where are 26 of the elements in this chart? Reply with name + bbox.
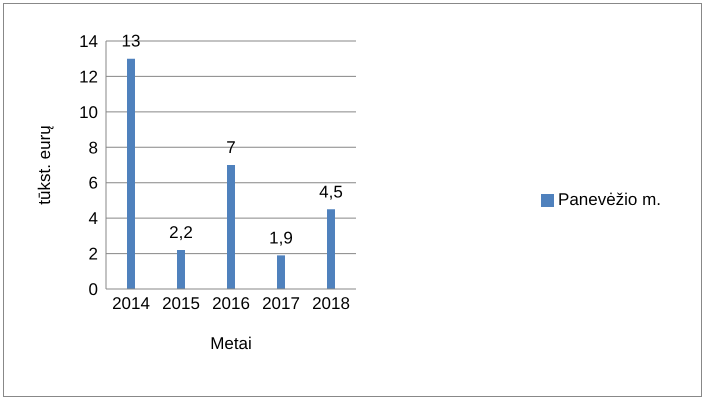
x-axis-title: Metai <box>210 334 252 353</box>
y-tick-label: 0 <box>88 280 98 300</box>
legend-label: Panevėžio m. <box>558 190 661 209</box>
bar <box>127 58 135 289</box>
bar <box>227 165 235 289</box>
data-label: 7 <box>226 138 236 157</box>
data-label: 1,9 <box>269 228 293 248</box>
y-axis-title: tūkst. eurų <box>35 125 54 205</box>
y-tick-label: 10 <box>79 102 98 122</box>
x-tick-label: 2015 <box>162 294 200 314</box>
y-tick-label: 6 <box>88 174 98 193</box>
data-label: 13 <box>122 32 140 51</box>
x-tick-label: 2014 <box>112 294 150 314</box>
x-tick-label: 2016 <box>212 294 250 314</box>
x-tick-label: 2018 <box>312 294 350 314</box>
y-tick-label: 2 <box>88 244 98 264</box>
bar <box>277 255 285 289</box>
bar <box>177 250 185 289</box>
bar <box>327 209 335 289</box>
y-tick-label: 12 <box>79 67 98 86</box>
data-label: 2,2 <box>169 223 193 242</box>
x-tick-label: 2017 <box>262 294 300 314</box>
y-tick-label: 4 <box>88 209 98 228</box>
y-tick-label: 8 <box>88 138 98 158</box>
data-label: 4,5 <box>319 182 343 202</box>
y-tick-label: 14 <box>79 32 98 52</box>
